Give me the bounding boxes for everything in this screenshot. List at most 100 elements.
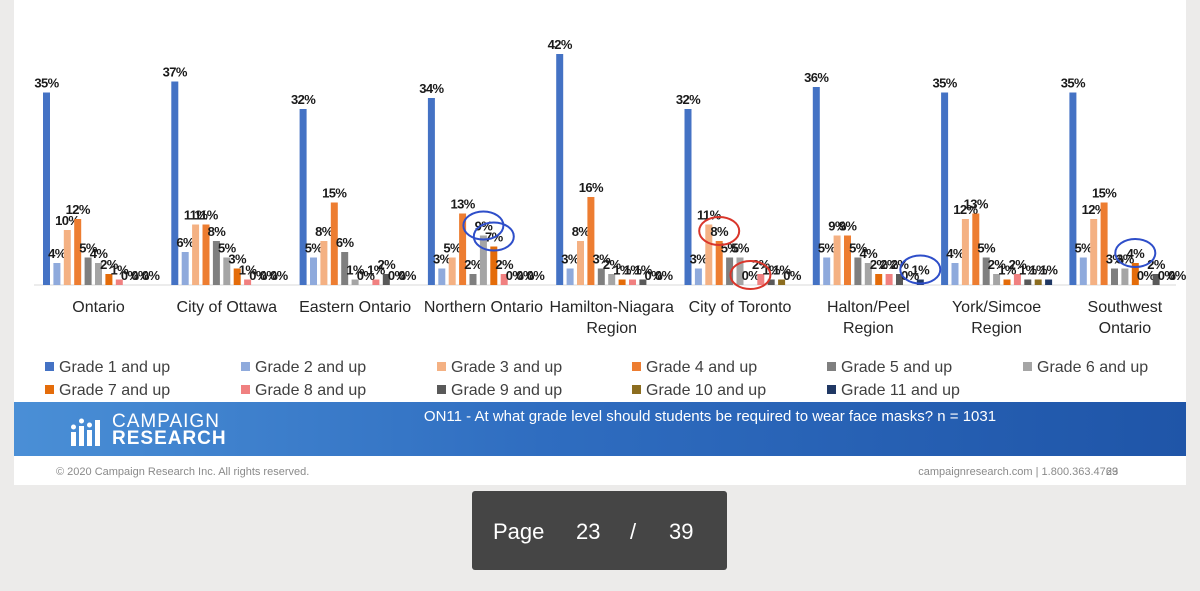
category-label-7: Halton/Peel <box>827 299 910 316</box>
legend-swatch-2 <box>241 362 250 371</box>
data-label-3-6: 1% <box>346 263 365 278</box>
data-label-2-10: 0% <box>260 268 279 283</box>
legend-label-11: Grade 11 and up <box>841 382 960 399</box>
current-page[interactable]: 23 <box>576 519 601 544</box>
data-label-3-9: 2% <box>378 257 397 272</box>
category-label-4: Northern Ontario <box>424 299 543 316</box>
category-label-5-line2: Region <box>586 320 637 337</box>
data-label-8-6: 2% <box>988 257 1007 272</box>
bar-3-1 <box>299 109 307 285</box>
bar-7-2 <box>823 257 831 285</box>
legend-swatch-8 <box>241 385 250 394</box>
data-label-3-3: 8% <box>315 224 334 239</box>
data-label-9-2: 5% <box>1075 241 1094 256</box>
bar-8-7 <box>1003 279 1011 285</box>
data-label-3-8: 1% <box>367 263 386 278</box>
bar-5-7 <box>618 279 626 285</box>
data-label-4-11: 0% <box>527 268 546 283</box>
data-label-5-2: 3% <box>561 252 580 267</box>
bar-7-11 <box>916 279 924 285</box>
category-label-1: Ontario <box>72 299 125 316</box>
bar-2-8 <box>244 279 252 285</box>
bar-9-2 <box>1079 257 1087 285</box>
bar-9-4 <box>1100 202 1108 285</box>
bar-8-6 <box>993 274 1001 285</box>
data-label-2-4: 11% <box>194 208 219 223</box>
legend-swatch-4 <box>632 362 641 371</box>
category-label-9: Southwest <box>1088 299 1163 316</box>
bar-8-1 <box>941 92 949 285</box>
bar-1-1 <box>43 92 50 285</box>
bar-4-6 <box>479 235 487 285</box>
data-label-8-2: 4% <box>946 246 965 261</box>
data-label-7-5: 5% <box>849 241 868 256</box>
page-separator: / <box>630 519 637 544</box>
data-label-9-4: 15% <box>1092 186 1117 201</box>
legend-label-5: Grade 5 and up <box>841 359 952 376</box>
legend-swatch-3 <box>437 362 446 371</box>
data-label-5-7: 1% <box>613 263 632 278</box>
data-label-7-2: 5% <box>818 241 837 256</box>
legend-label-9: Grade 9 and up <box>451 382 562 399</box>
bar-4-3 <box>448 257 456 285</box>
legend-swatch-7 <box>45 385 54 394</box>
legend-label-6: Grade 6 and up <box>1037 359 1148 376</box>
category-label-8-line2: Region <box>971 320 1022 337</box>
bar-8-2 <box>951 263 959 285</box>
data-label-4-4: 13% <box>450 197 475 212</box>
data-label-3-10: 0% <box>388 268 407 283</box>
bar-1-6 <box>95 263 102 285</box>
bar-4-4 <box>459 213 467 285</box>
annotation-circle-4 <box>729 260 772 290</box>
bar-5-3 <box>577 241 584 285</box>
category-label-9-line2: Ontario <box>1099 320 1152 337</box>
bar-9-7 <box>1131 263 1139 285</box>
data-label-7-11: 1% <box>912 263 931 278</box>
data-label-8-5: 5% <box>977 241 996 256</box>
legend-label-2: Grade 2 and up <box>255 359 366 376</box>
data-label-5-3: 8% <box>572 224 591 239</box>
bar-1-3 <box>63 230 71 285</box>
data-label-5-5: 3% <box>593 252 612 267</box>
bar-6-4 <box>715 241 723 285</box>
bar-1-2 <box>53 263 61 285</box>
bar-9-9 <box>1152 274 1160 285</box>
bar-5-8 <box>629 279 636 285</box>
legend-swatch-6 <box>1023 362 1032 371</box>
slide-number: 23 <box>1106 466 1119 478</box>
data-label-3-2: 5% <box>305 241 324 256</box>
bar-8-5 <box>982 257 990 285</box>
data-label-8-9: 1% <box>1019 263 1038 278</box>
data-label-2-5: 8% <box>208 224 227 239</box>
legend-label-3: Grade 3 and up <box>451 359 562 376</box>
data-label-2-11: 0% <box>270 268 289 283</box>
annotation-circle-1 <box>462 210 505 241</box>
data-label-9-10: 0% <box>1158 268 1177 283</box>
bar-2-4 <box>202 224 210 285</box>
data-label-4-9: 0% <box>506 268 525 283</box>
bar-1-8 <box>115 279 123 285</box>
bar-7-6 <box>864 263 872 285</box>
data-label-8-7: 1% <box>998 263 1017 278</box>
data-label-8-10: 1% <box>1029 263 1048 278</box>
data-label-2-8: 1% <box>239 263 258 278</box>
bar-7-4 <box>844 235 851 285</box>
data-label-1-5: 5% <box>79 241 98 256</box>
data-label-2-3: 11% <box>184 208 209 223</box>
bar-6-1 <box>684 109 692 285</box>
data-label-7-6: 4% <box>860 246 879 261</box>
bar-8-4 <box>972 213 980 285</box>
data-label-4-2: 3% <box>433 252 452 267</box>
data-label-9-7: 4% <box>1127 246 1146 261</box>
data-label-4-1: 34% <box>419 81 444 96</box>
bar-2-7 <box>233 268 241 285</box>
data-label-3-7: 0% <box>357 268 376 283</box>
data-label-9-11: 0% <box>1168 268 1187 283</box>
contact-text: campaignresearch.com | 1.800.363.4769 <box>918 466 1118 478</box>
bar-3-8 <box>372 279 380 285</box>
bar-7-9 <box>896 274 903 285</box>
legend-swatch-5 <box>827 362 836 371</box>
category-label-6: City of Toronto <box>689 299 792 316</box>
bar-1-4 <box>74 219 82 285</box>
legend-label-10: Grade 10 and up <box>646 382 766 399</box>
